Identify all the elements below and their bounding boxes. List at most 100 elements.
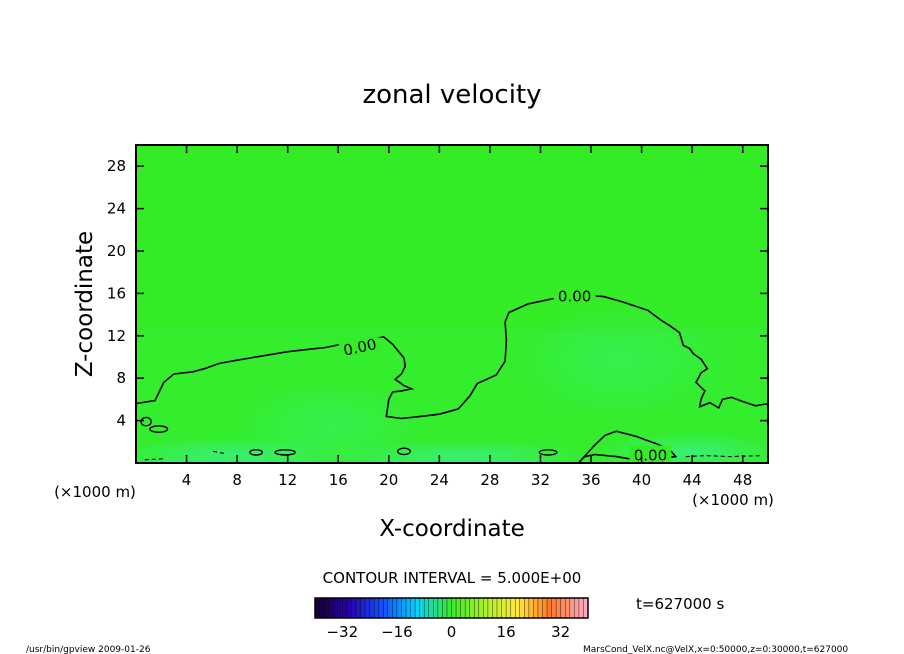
colorbar-cell xyxy=(446,598,452,618)
x-axis-unit-right: (×1000 m) xyxy=(692,491,774,509)
x-tick-label: 24 xyxy=(430,471,449,489)
colorbar-cell xyxy=(351,598,357,618)
colorbar-tick-label: 32 xyxy=(551,623,570,641)
colorbar-cell xyxy=(515,598,521,618)
footer-left: /usr/bin/gpview 2009-01-26 xyxy=(26,645,151,654)
zero-contour-main xyxy=(136,293,768,420)
colorbar-cell xyxy=(560,598,566,618)
colorbar-cell xyxy=(542,598,548,618)
y-axis-label: Z-coordinate xyxy=(72,231,98,377)
colorbar-cell xyxy=(401,598,407,618)
x-tick-label: 20 xyxy=(379,471,398,489)
contour-interval: CONTOUR INTERVAL = 5.000E+00 xyxy=(323,569,582,587)
colorbar-cell xyxy=(478,598,484,618)
x-tick-label: 16 xyxy=(329,471,348,489)
colorbar-cell xyxy=(528,598,534,618)
colorbar-cell xyxy=(547,598,552,618)
colorbar-tick-label: −16 xyxy=(381,623,413,641)
contour-label-bg xyxy=(338,337,381,355)
colorbar-cell xyxy=(396,598,402,618)
plot-frame xyxy=(135,144,769,464)
x-tick-label: 8 xyxy=(232,471,242,489)
zero-contour-eddy xyxy=(396,447,411,456)
colorbar-cell xyxy=(578,598,584,618)
contour-label: 0.00 xyxy=(634,447,667,465)
colorbar-cell xyxy=(492,598,498,618)
colorbar-cell xyxy=(337,598,343,618)
negative-contour xyxy=(685,455,762,458)
negative-contour xyxy=(212,450,225,455)
y-tick-label: 24 xyxy=(107,200,126,218)
x-axis-unit-left: (×1000 m) xyxy=(54,483,136,501)
colorbar-cell xyxy=(324,598,329,618)
y-tick-label: 12 xyxy=(107,327,126,345)
colorbar-cell xyxy=(510,598,516,618)
colorbar-cell xyxy=(497,598,502,618)
colorbar-cell xyxy=(537,598,543,618)
x-tick-label: 44 xyxy=(683,471,702,489)
zero-contour-eddy xyxy=(249,449,264,456)
colorbar-cell xyxy=(328,598,334,618)
zero-contour-eddy xyxy=(538,449,558,456)
colorbar-cell xyxy=(474,598,480,618)
contour-label: 0.00 xyxy=(558,288,591,306)
contour-label-bg xyxy=(629,445,672,463)
x-tick-label: 32 xyxy=(531,471,550,489)
x-tick-label: 36 xyxy=(581,471,600,489)
x-tick-label: 48 xyxy=(733,471,752,489)
chart-title: zonal velocity xyxy=(362,80,541,110)
zero-contour-eddy xyxy=(274,449,296,456)
colorbar-cell xyxy=(456,598,461,618)
colorbar-cell xyxy=(442,598,448,618)
x-tick-label: 4 xyxy=(182,471,192,489)
x-tick-label: 12 xyxy=(278,471,297,489)
colorbar-tick-label: 0 xyxy=(447,623,457,641)
colorbar-cell xyxy=(437,598,443,618)
colorbar-cell xyxy=(333,598,339,618)
colorbar-ticks: −32 −16 0 16 32 xyxy=(326,623,570,641)
colorbar-cell xyxy=(387,598,393,618)
colorbar-tick-label: −32 xyxy=(326,623,358,641)
x-tick-label: 28 xyxy=(480,471,499,489)
footer-right: MarsCond_VelX.nc@VelX,x=0:50000,z=0:3000… xyxy=(583,645,848,654)
colorbar-cell xyxy=(533,598,539,618)
colorbar-cell xyxy=(551,598,557,618)
y-tick-label: 20 xyxy=(107,242,126,260)
colorbar-cell xyxy=(355,598,361,618)
colorbar-cell xyxy=(519,598,525,618)
colorbar-cell xyxy=(406,598,411,618)
colorbar-cell xyxy=(469,598,475,618)
plot-area: 0.000.000.00 xyxy=(136,145,768,465)
colorbar-cell xyxy=(569,598,575,618)
zero-contour-eddy xyxy=(140,416,152,427)
colorbar-cell xyxy=(410,598,416,618)
colorbar-cell xyxy=(419,598,425,618)
x-axis: 4 8 12 16 20 24 28 32 36 40 44 48 xyxy=(182,145,752,489)
colorbar-cell xyxy=(460,598,466,618)
colorbar-cell xyxy=(365,598,370,618)
colorbar-cell xyxy=(342,598,348,618)
time-label: t=627000 s xyxy=(636,595,724,613)
colorbar-cell xyxy=(369,598,375,618)
colorbar-cell xyxy=(565,598,571,618)
colorbar-cell xyxy=(378,598,384,618)
colorbar xyxy=(314,597,589,619)
colorbar-cell xyxy=(392,598,398,618)
colorbar-cell xyxy=(506,598,511,618)
x-tick-label: 40 xyxy=(632,471,651,489)
colorbar-cell xyxy=(319,598,325,618)
colorbar-cell xyxy=(433,598,439,618)
y-tick-label: 8 xyxy=(116,369,126,387)
y-tick-label: 16 xyxy=(107,284,126,302)
colorbar-frame xyxy=(314,597,589,619)
colorbar-cell xyxy=(315,598,320,618)
colorbar-cell xyxy=(424,598,430,618)
colorbar-cell xyxy=(524,598,530,618)
colorbar-cell xyxy=(487,598,493,618)
negative-contour xyxy=(144,458,164,461)
colorbar-cell xyxy=(383,598,389,618)
colorbar-cell xyxy=(415,598,420,618)
y-tick-label: 28 xyxy=(107,157,126,175)
colorbar-cell xyxy=(346,598,352,618)
x-axis-label: X-coordinate xyxy=(379,516,525,542)
